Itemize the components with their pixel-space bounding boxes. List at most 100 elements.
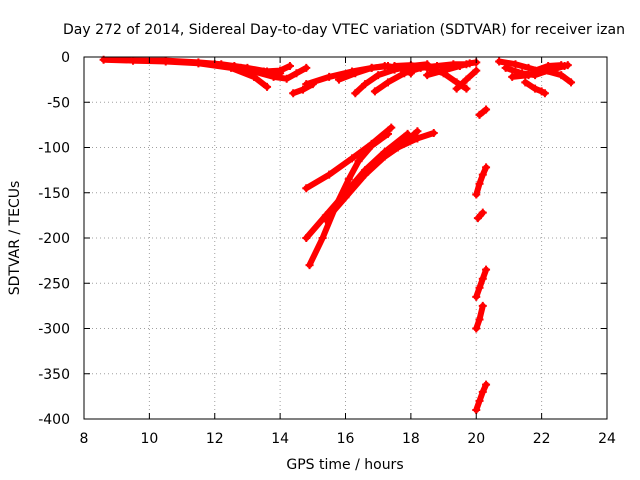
data-point-marker bbox=[390, 62, 399, 71]
data-point-marker bbox=[475, 315, 484, 324]
x-tick-label: 20 bbox=[467, 431, 485, 447]
data-point-marker bbox=[334, 75, 343, 84]
data-point-marker bbox=[423, 63, 432, 72]
data-point-marker bbox=[531, 84, 540, 93]
data-point-marker bbox=[482, 265, 491, 274]
data-point-marker bbox=[374, 157, 383, 166]
y-tick-label: -50 bbox=[47, 95, 70, 111]
data-point-marker bbox=[367, 141, 376, 150]
data-point-marker bbox=[544, 62, 553, 71]
data-point-marker bbox=[387, 123, 396, 132]
data-point-marker bbox=[413, 134, 422, 143]
data-point-marker bbox=[351, 69, 360, 78]
data-point-marker bbox=[344, 175, 353, 184]
x-tick-label: 22 bbox=[533, 431, 551, 447]
series-trace bbox=[473, 381, 490, 413]
data-point-marker bbox=[413, 127, 422, 136]
data-point-marker bbox=[299, 85, 308, 94]
series-arc-26 bbox=[472, 265, 491, 301]
data-point-marker bbox=[462, 75, 471, 84]
data-point-marker bbox=[472, 324, 481, 333]
data-point-marker bbox=[567, 78, 576, 87]
series-trace bbox=[306, 130, 391, 269]
data-point-marker bbox=[269, 72, 278, 81]
data-point-marker bbox=[370, 87, 379, 96]
data-point-marker bbox=[263, 82, 272, 91]
series-arc-17 bbox=[531, 61, 566, 75]
series-arc-16 bbox=[521, 78, 549, 98]
data-point-marker bbox=[472, 190, 481, 199]
data-point-marker bbox=[429, 129, 438, 138]
data-point-marker bbox=[482, 163, 491, 172]
data-point-marker bbox=[439, 66, 448, 75]
y-axis-label: SDTVAR / TECUs bbox=[7, 181, 23, 296]
data-point-marker bbox=[331, 202, 340, 211]
axis-ticks bbox=[83, 56, 608, 420]
y-axis-tick-labels: 0 -50 -100 -150 -200 -250 -300 -350 -400 bbox=[38, 50, 70, 428]
data-point-marker bbox=[482, 105, 491, 114]
y-tick-label: -150 bbox=[38, 186, 70, 202]
data-point-marker bbox=[524, 63, 533, 72]
data-point-marker bbox=[508, 72, 517, 81]
data-point-marker bbox=[249, 67, 258, 76]
data-point-marker bbox=[478, 274, 487, 283]
x-axis-label: GPS time / hours bbox=[286, 457, 403, 473]
data-point-marker bbox=[495, 57, 504, 66]
series-trace bbox=[473, 164, 490, 198]
data-point-marker bbox=[475, 110, 484, 119]
data-point-marker bbox=[383, 78, 392, 87]
data-point-marker bbox=[302, 80, 311, 89]
data-point-marker bbox=[367, 63, 376, 72]
series-arc-12 bbox=[452, 66, 481, 93]
data-point-marker bbox=[511, 60, 520, 69]
series-arc-21 bbox=[334, 129, 438, 206]
series-arc-23 bbox=[475, 105, 491, 119]
data-point-marker bbox=[302, 63, 311, 72]
data-point-marker bbox=[540, 89, 549, 98]
series-arc-28 bbox=[472, 380, 491, 414]
data-point-marker bbox=[478, 170, 487, 179]
data-point-marker bbox=[475, 396, 484, 405]
series-arc-27 bbox=[472, 301, 487, 333]
y-tick-label: -350 bbox=[38, 367, 70, 383]
data-point-marker bbox=[472, 405, 481, 414]
data-point-marker bbox=[423, 71, 432, 80]
data-point-marker bbox=[354, 175, 363, 184]
data-point-marker bbox=[475, 179, 484, 188]
data-point-marker bbox=[521, 78, 530, 87]
data-point-marker bbox=[393, 143, 402, 152]
x-tick-label: 14 bbox=[271, 431, 289, 447]
data-point-marker bbox=[230, 62, 239, 71]
data-point-marker bbox=[161, 57, 170, 66]
data-point-marker bbox=[473, 214, 482, 223]
data-point-marker bbox=[302, 234, 311, 242]
y-tick-label: -400 bbox=[38, 412, 70, 428]
series-arc-24 bbox=[472, 163, 491, 199]
data-point-marker bbox=[354, 157, 363, 166]
x-tick-label: 16 bbox=[337, 431, 355, 447]
data-point-marker bbox=[462, 84, 471, 93]
data-point-marker bbox=[472, 66, 481, 75]
y-tick-label: -300 bbox=[38, 322, 70, 338]
data-point-marker bbox=[452, 84, 461, 93]
y-tick-label: -200 bbox=[38, 231, 70, 247]
y-tick-label: -100 bbox=[38, 141, 70, 157]
data-point-marker bbox=[478, 301, 487, 310]
data-point-marker bbox=[501, 63, 510, 72]
y-tick-label: 0 bbox=[61, 50, 70, 66]
data-point-marker bbox=[482, 380, 491, 389]
data-point-marker bbox=[531, 66, 540, 75]
data-point-marker bbox=[285, 62, 294, 71]
data-point-marker bbox=[292, 69, 301, 78]
data-point-marker bbox=[351, 89, 360, 98]
x-axis-tick-labels: 8 10 12 14 16 18 20 22 24 bbox=[80, 431, 616, 447]
data-point-marker bbox=[478, 208, 487, 217]
series-arc-02 bbox=[129, 56, 272, 91]
data-point-marker bbox=[524, 71, 533, 80]
data-point-marker bbox=[305, 261, 314, 270]
data-point-marker bbox=[557, 61, 566, 70]
series-arc-04 bbox=[230, 62, 311, 83]
data-point-marker bbox=[289, 89, 298, 98]
data-point-marker bbox=[348, 154, 357, 163]
